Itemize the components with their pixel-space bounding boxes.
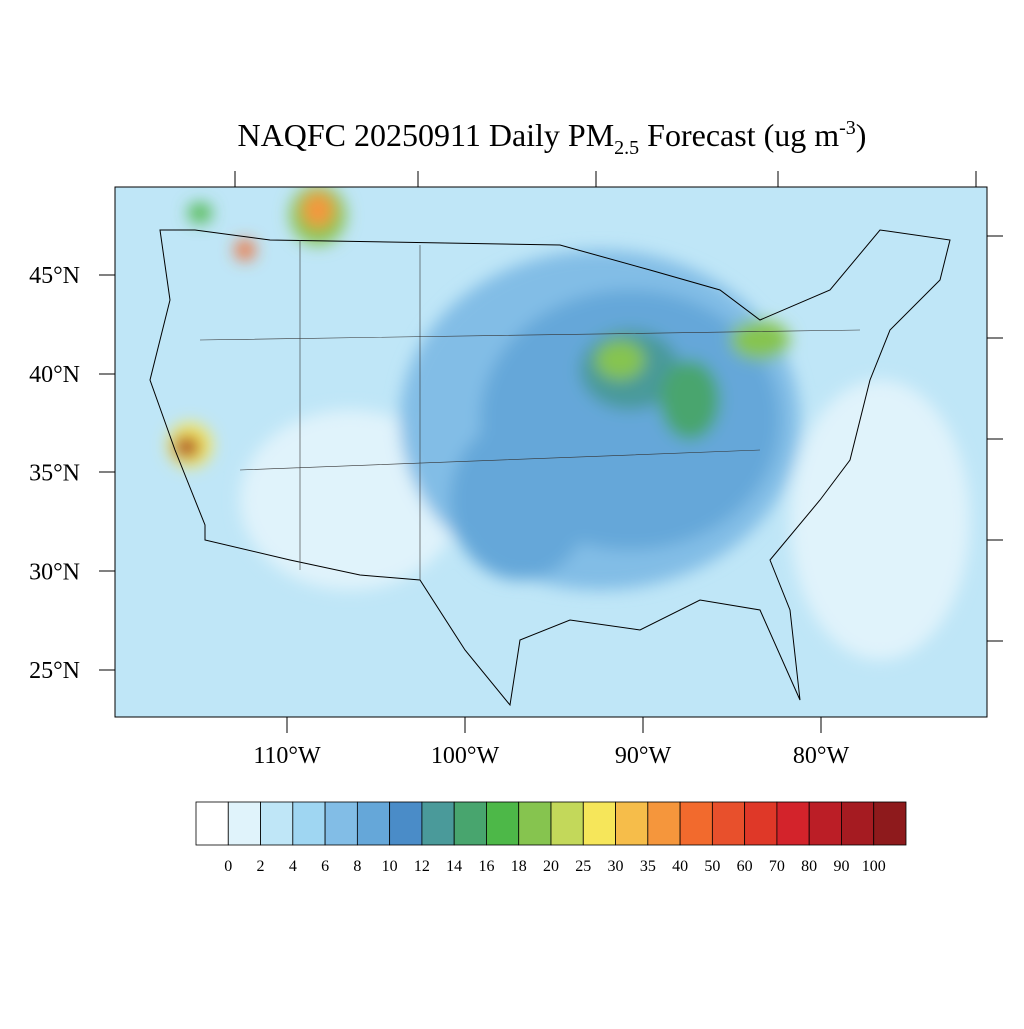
colorbar-label: 80 bbox=[801, 858, 817, 875]
map bbox=[115, 187, 987, 717]
lat-label: 30°N bbox=[29, 559, 80, 585]
colorbar-swatch bbox=[389, 801, 423, 846]
colorbar-label: 10 bbox=[382, 858, 398, 875]
title-sup: -3 bbox=[839, 117, 856, 139]
lon-label: 110°W bbox=[253, 743, 321, 769]
map-frame bbox=[114, 186, 988, 718]
colorbar-label: 25 bbox=[575, 858, 591, 875]
colorbar-label: 16 bbox=[478, 858, 494, 875]
colorbar-swatch bbox=[518, 801, 552, 846]
colorbar-swatch bbox=[292, 801, 326, 846]
colorbar-swatch bbox=[486, 801, 520, 846]
colorbar-label: 60 bbox=[737, 858, 753, 875]
tick-marks bbox=[99, 171, 1003, 733]
colorbar-swatch bbox=[356, 801, 391, 846]
colorbar-swatch bbox=[453, 801, 487, 846]
colorbar-label: 30 bbox=[608, 858, 624, 875]
title-end: ) bbox=[856, 117, 867, 153]
colorbar-swatch bbox=[615, 801, 649, 846]
lon-label: 90°W bbox=[615, 743, 672, 769]
lat-label: 35°N bbox=[29, 461, 80, 487]
colorbar-label: 40 bbox=[672, 858, 688, 875]
colorbar-label: 90 bbox=[833, 858, 849, 875]
lat-label: 25°N bbox=[29, 658, 80, 684]
colorbar-swatch bbox=[776, 801, 810, 846]
title: NAQFC 20250911 Daily PM2.5 Forecast (ug … bbox=[238, 117, 867, 159]
colorbar-swatch bbox=[227, 801, 261, 846]
colorbar-swatch bbox=[260, 801, 294, 846]
colorbar-label: 0 bbox=[224, 858, 232, 875]
title-sub: 2.5 bbox=[614, 137, 639, 159]
colorbar-label: 14 bbox=[446, 858, 462, 875]
colorbar-swatch bbox=[582, 801, 616, 846]
colorbar-swatch bbox=[421, 801, 455, 846]
colorbar-swatch bbox=[647, 801, 681, 846]
colorbar-label: 100 bbox=[862, 858, 886, 875]
lon-label: 80°W bbox=[793, 743, 850, 769]
colorbar-swatch bbox=[711, 801, 746, 846]
colorbar-swatch bbox=[841, 801, 875, 846]
colorbar-swatch bbox=[195, 801, 229, 846]
title-main: NAQFC 20250911 Daily PM bbox=[238, 117, 615, 153]
colorbar-label: 20 bbox=[543, 858, 559, 875]
colorbar-label: 50 bbox=[704, 858, 720, 875]
colorbar-label: 4 bbox=[289, 858, 297, 875]
colorbar-swatch bbox=[324, 801, 358, 846]
colorbar-label: 6 bbox=[321, 858, 329, 875]
colorbar-label: 18 bbox=[511, 858, 527, 875]
colorbar-swatch bbox=[808, 801, 842, 846]
colorbar-label: 70 bbox=[769, 858, 785, 875]
colorbar-swatch bbox=[679, 801, 713, 846]
colorbar-swatch bbox=[550, 801, 584, 846]
lat-label: 40°N bbox=[29, 362, 80, 388]
colorbar-label: 8 bbox=[353, 858, 361, 875]
colorbar-label: 12 bbox=[414, 858, 430, 875]
colorbar-swatch bbox=[873, 801, 907, 846]
colorbar-swatch bbox=[744, 801, 778, 846]
title-after: Forecast (ug m bbox=[639, 117, 839, 153]
lon-label: 100°W bbox=[431, 743, 500, 769]
colorbar-label: 2 bbox=[257, 858, 265, 875]
lat-label: 45°N bbox=[29, 263, 80, 289]
colorbar-label: 35 bbox=[640, 858, 656, 875]
